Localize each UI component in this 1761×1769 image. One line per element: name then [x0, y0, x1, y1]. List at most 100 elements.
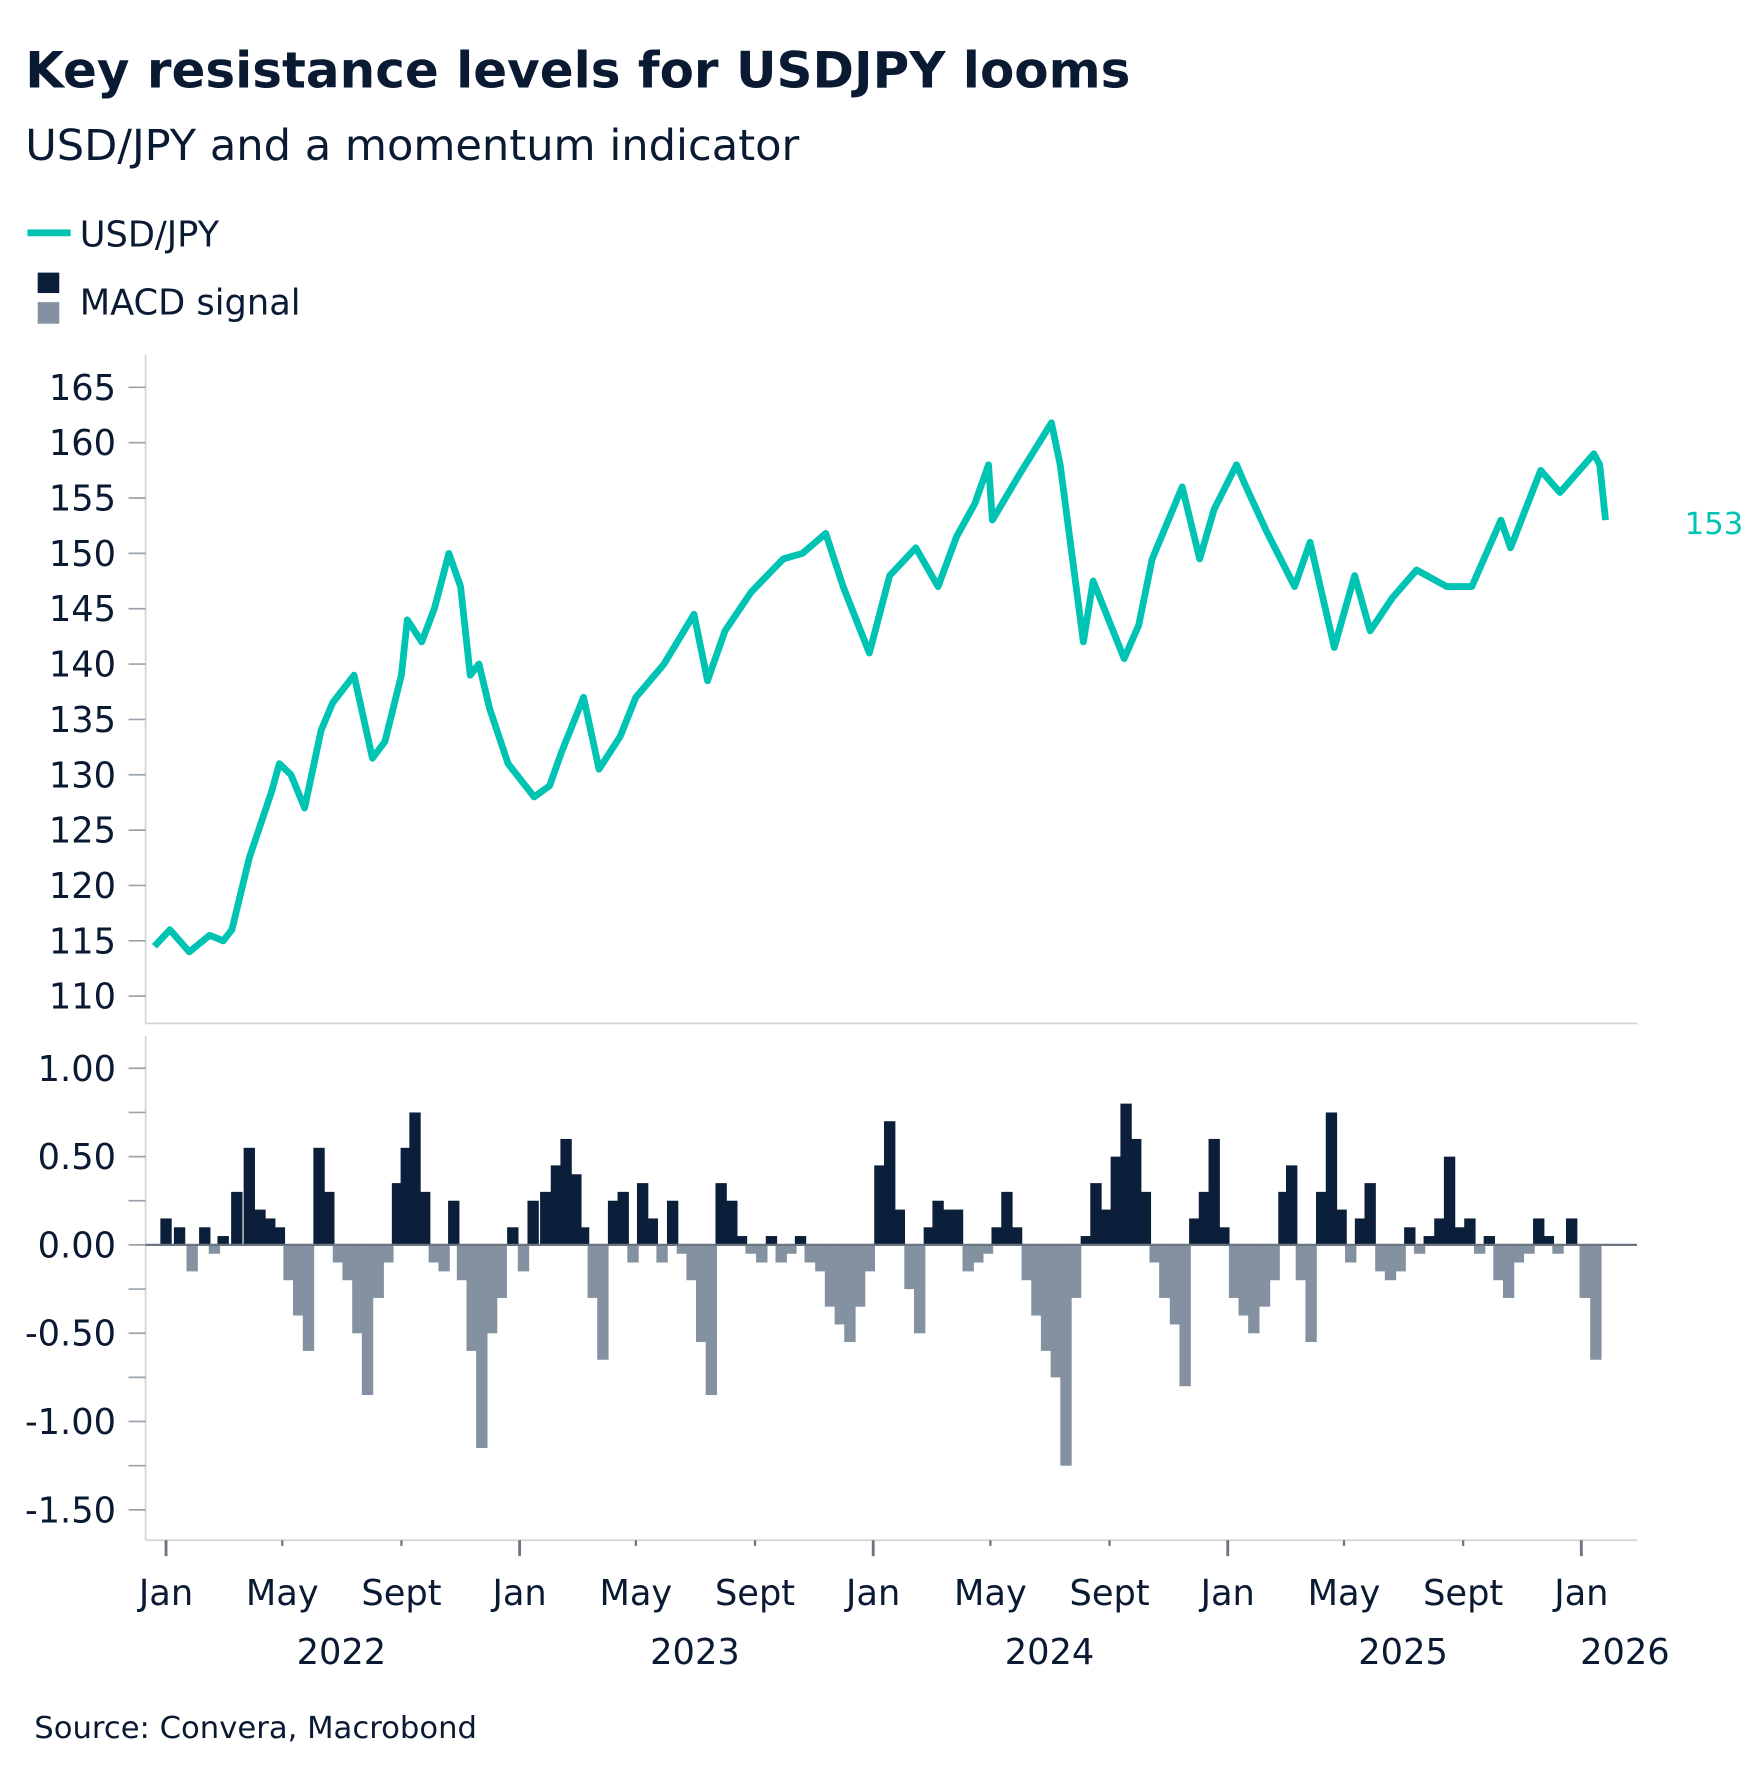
macd-bar [231, 1191, 243, 1245]
macd-bar [476, 1244, 488, 1449]
macd-bar [208, 1244, 221, 1254]
x-year-label: 2024 [1005, 1632, 1095, 1673]
y-tick-label: -1.50 [25, 1490, 116, 1531]
macd-bar [726, 1200, 738, 1245]
macd-bar [646, 1218, 658, 1245]
y-tick-label: -0.50 [25, 1314, 116, 1355]
macd-bar [1080, 1236, 1092, 1245]
macd-bar [507, 1227, 519, 1245]
macd-bar [1502, 1244, 1515, 1298]
macd-bar [254, 1209, 266, 1245]
macd-bar [1189, 1218, 1201, 1245]
macd-bar [1384, 1244, 1397, 1281]
macd-bar [923, 1227, 936, 1245]
macd-bar [1464, 1218, 1476, 1245]
macd-bar [1050, 1244, 1063, 1378]
macd-bar [1335, 1209, 1347, 1245]
macd-bar [756, 1244, 768, 1263]
macd-bar [1345, 1244, 1357, 1263]
macd-bar [1069, 1244, 1082, 1298]
macd-bar [1179, 1244, 1191, 1387]
x-tick-label: Sept [361, 1573, 441, 1614]
macd-bar [352, 1244, 364, 1334]
macd-bar [1565, 1218, 1578, 1245]
x-year-label: 2022 [297, 1632, 387, 1673]
x-ticks: Jan May Sept Jan May Sept Jan May Sept Jan May Sept… [137, 1540, 1670, 1673]
macd-bar [1110, 1156, 1122, 1246]
macd-bar [1354, 1218, 1367, 1245]
macd-bar [666, 1200, 679, 1245]
legend-swatch-macd-positive [37, 272, 60, 294]
macd-bar [577, 1227, 590, 1245]
x-tick-label: Jan [1199, 1573, 1255, 1614]
x-year-label: 2026 [1580, 1632, 1670, 1673]
macd-bar [587, 1244, 599, 1298]
macd-bar [1149, 1244, 1161, 1263]
y-tick-label: 110 [49, 977, 116, 1018]
macd-bar [1278, 1191, 1290, 1245]
macd-bar [597, 1244, 609, 1360]
macd-bar [391, 1183, 404, 1245]
macd-bar [438, 1244, 450, 1272]
macd-bar [428, 1244, 441, 1263]
x-tick-label: Sept [1069, 1573, 1149, 1614]
macd-bar [527, 1200, 539, 1245]
macd-bar [550, 1165, 563, 1245]
y-tick-label: 125 [49, 811, 116, 852]
macd-bar [1100, 1209, 1112, 1245]
macd-bars [160, 1103, 1602, 1466]
macd-bar [1453, 1227, 1465, 1245]
y-tick-label: 135 [49, 700, 116, 741]
macd-bar [1060, 1244, 1072, 1466]
macd-bar [517, 1244, 530, 1272]
y-tick-label: 120 [49, 866, 116, 907]
macd-bar [1139, 1191, 1152, 1245]
x-tick-label: Sept [715, 1573, 795, 1614]
macd-bar [893, 1209, 906, 1245]
macd-bar [273, 1227, 286, 1245]
x-tick-label: Jan [844, 1573, 900, 1614]
macd-bar [745, 1244, 757, 1254]
chart-title: Key resistance levels for USDJPY looms [25, 41, 1130, 99]
macd-bar [560, 1138, 572, 1245]
macd-bar [607, 1200, 620, 1245]
macd-bar [1404, 1227, 1416, 1245]
macd-bar [844, 1244, 856, 1343]
macd-bar [874, 1165, 886, 1245]
macd-bar [1228, 1244, 1241, 1298]
macd-bar [1218, 1227, 1230, 1245]
macd-bar [942, 1209, 954, 1245]
x-tick-label: May [599, 1573, 672, 1614]
macd-bar [1523, 1244, 1535, 1254]
macd-bar [884, 1121, 896, 1245]
y-tick-label: 115 [49, 921, 116, 962]
macd-bar [382, 1244, 394, 1263]
macd-bar [676, 1244, 689, 1254]
macd-bar [1423, 1236, 1435, 1245]
macd-bar [1590, 1244, 1602, 1360]
y-tick-label: 165 [49, 368, 116, 409]
macd-bar [540, 1191, 552, 1245]
macd-bar [794, 1236, 807, 1245]
legend-label-macd: MACD signal [80, 283, 301, 324]
usdjpy-line [151, 419, 1609, 956]
chart-subtitle: USD/JPY and a momentum indicator [25, 121, 799, 171]
y-tick-label: -1.00 [25, 1402, 116, 1443]
macd-bar [1375, 1244, 1387, 1272]
macd-bar [1208, 1138, 1220, 1245]
macd-bar [1295, 1244, 1308, 1281]
macd-bar [1248, 1244, 1260, 1334]
macd-bar [283, 1244, 295, 1281]
macd-bar [914, 1244, 926, 1334]
x-year-label: 2025 [1358, 1632, 1448, 1673]
macd-bar [199, 1227, 211, 1245]
macd-bar [186, 1244, 198, 1272]
macd-bar [981, 1244, 994, 1254]
x-tick-label: May [246, 1573, 319, 1614]
macd-bar [696, 1244, 708, 1343]
macd-bar [962, 1244, 974, 1272]
macd-bar [1001, 1191, 1013, 1245]
axes [144, 354, 1637, 1542]
macd-bar [485, 1244, 498, 1334]
